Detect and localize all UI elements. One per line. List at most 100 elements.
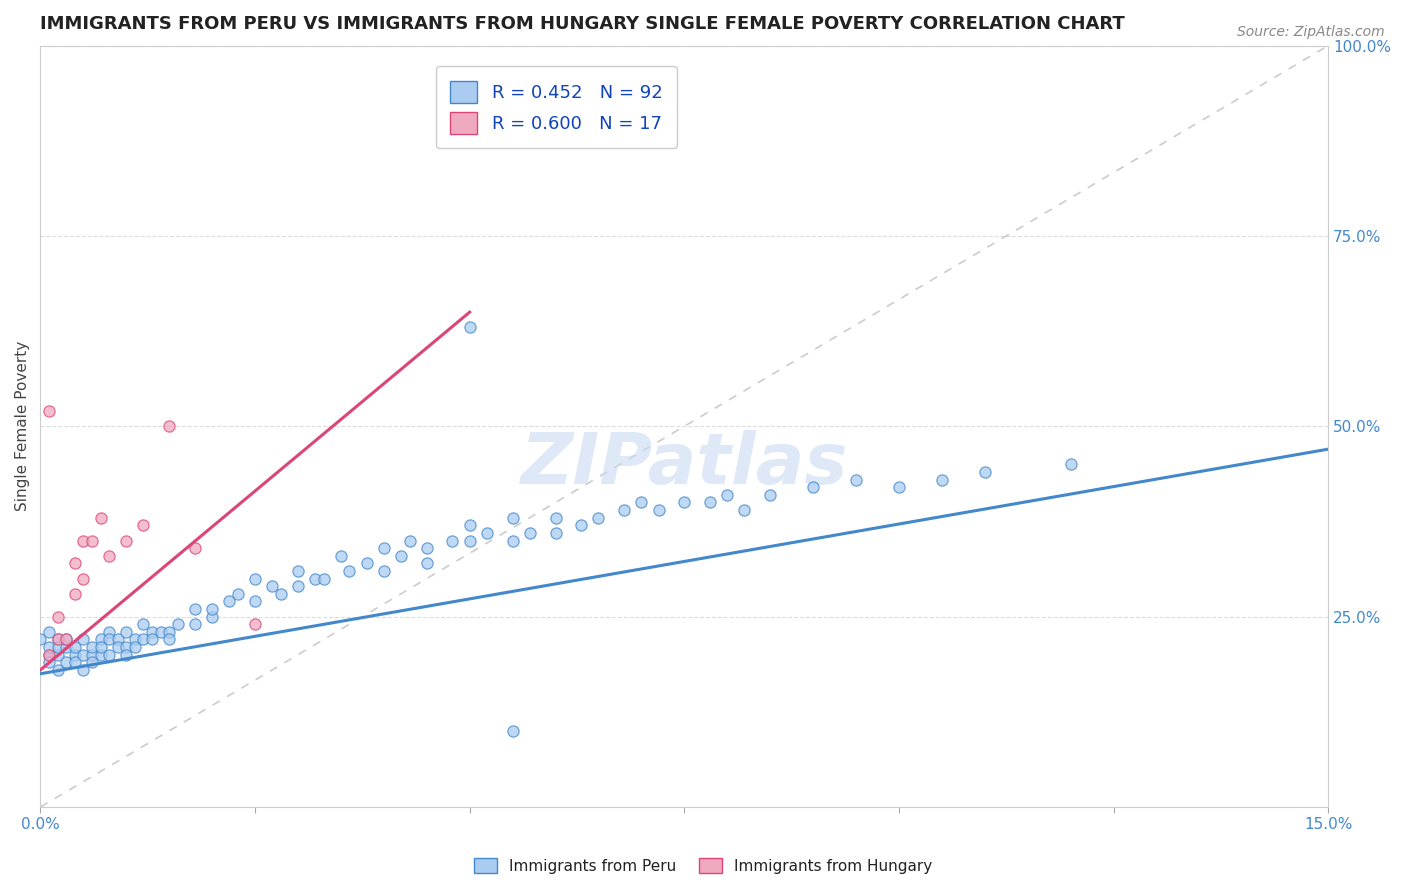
Point: [931, 473, 953, 487]
Point: [184, 541, 207, 556]
Point: [124, 640, 146, 654]
Point: [89, 648, 111, 662]
Point: [55, 632, 77, 647]
Point: [124, 632, 146, 647]
Point: [226, 587, 249, 601]
Point: [218, 594, 240, 608]
Point: [107, 632, 129, 647]
Point: [38, 640, 60, 654]
Point: [243, 594, 266, 608]
Point: [89, 640, 111, 654]
Point: [716, 488, 738, 502]
Text: ZIPatlas: ZIPatlas: [520, 430, 848, 499]
Point: [613, 503, 636, 517]
Point: [441, 533, 464, 548]
Point: [262, 579, 284, 593]
Point: [166, 617, 188, 632]
Point: [845, 473, 868, 487]
Point: [46, 648, 69, 662]
Legend: Immigrants from Peru, Immigrants from Hungary: Immigrants from Peru, Immigrants from Hu…: [468, 852, 938, 880]
Point: [887, 480, 910, 494]
Point: [38, 656, 60, 670]
Point: [55, 640, 77, 654]
Point: [63, 587, 86, 601]
Text: Source: ZipAtlas.com: Source: ZipAtlas.com: [1237, 25, 1385, 39]
Point: [132, 617, 155, 632]
Point: [55, 632, 77, 647]
Point: [356, 557, 378, 571]
Point: [38, 648, 60, 662]
Point: [373, 541, 395, 556]
Point: [647, 503, 669, 517]
Point: [98, 624, 121, 639]
Point: [46, 632, 69, 647]
Point: [973, 465, 995, 479]
Point: [270, 587, 292, 601]
Point: [132, 518, 155, 533]
Point: [569, 518, 592, 533]
Point: [115, 624, 138, 639]
Point: [475, 525, 498, 540]
Point: [72, 533, 94, 548]
Point: [416, 557, 439, 571]
Point: [502, 533, 524, 548]
Point: [98, 648, 121, 662]
Point: [72, 632, 94, 647]
Point: [46, 663, 69, 677]
Point: [398, 533, 420, 548]
Point: [80, 533, 103, 548]
Point: [89, 632, 111, 647]
Point: [544, 510, 567, 524]
Point: [588, 510, 610, 524]
Point: [304, 572, 326, 586]
Point: [458, 320, 481, 334]
Point: [801, 480, 824, 494]
Point: [502, 510, 524, 524]
Y-axis label: Single Female Poverty: Single Female Poverty: [15, 342, 30, 511]
Point: [72, 648, 94, 662]
Point: [673, 495, 696, 509]
Point: [157, 624, 180, 639]
Point: [184, 602, 207, 616]
Point: [55, 656, 77, 670]
Point: [72, 663, 94, 677]
Point: [63, 640, 86, 654]
Point: [733, 503, 755, 517]
Point: [157, 632, 180, 647]
Point: [107, 640, 129, 654]
Point: [115, 640, 138, 654]
Point: [149, 624, 172, 639]
Point: [201, 602, 224, 616]
Point: [80, 640, 103, 654]
Point: [157, 419, 180, 434]
Point: [38, 624, 60, 639]
Point: [416, 541, 439, 556]
Point: [141, 624, 163, 639]
Point: [115, 533, 138, 548]
Point: [98, 549, 121, 563]
Point: [132, 632, 155, 647]
Point: [519, 525, 541, 540]
Point: [63, 656, 86, 670]
Point: [502, 723, 524, 738]
Point: [89, 510, 111, 524]
Point: [38, 648, 60, 662]
Point: [1059, 458, 1081, 472]
Point: [243, 617, 266, 632]
Point: [759, 488, 782, 502]
Point: [287, 579, 309, 593]
Point: [312, 572, 335, 586]
Text: IMMIGRANTS FROM PERU VS IMMIGRANTS FROM HUNGARY SINGLE FEMALE POVERTY CORRELATIO: IMMIGRANTS FROM PERU VS IMMIGRANTS FROM …: [41, 15, 1125, 33]
Point: [287, 564, 309, 578]
Point: [63, 557, 86, 571]
Point: [458, 533, 481, 548]
Point: [329, 549, 352, 563]
Point: [80, 648, 103, 662]
Point: [98, 632, 121, 647]
Point: [115, 648, 138, 662]
Point: [141, 632, 163, 647]
Point: [373, 564, 395, 578]
Point: [389, 549, 412, 563]
Point: [63, 648, 86, 662]
Point: [184, 617, 207, 632]
